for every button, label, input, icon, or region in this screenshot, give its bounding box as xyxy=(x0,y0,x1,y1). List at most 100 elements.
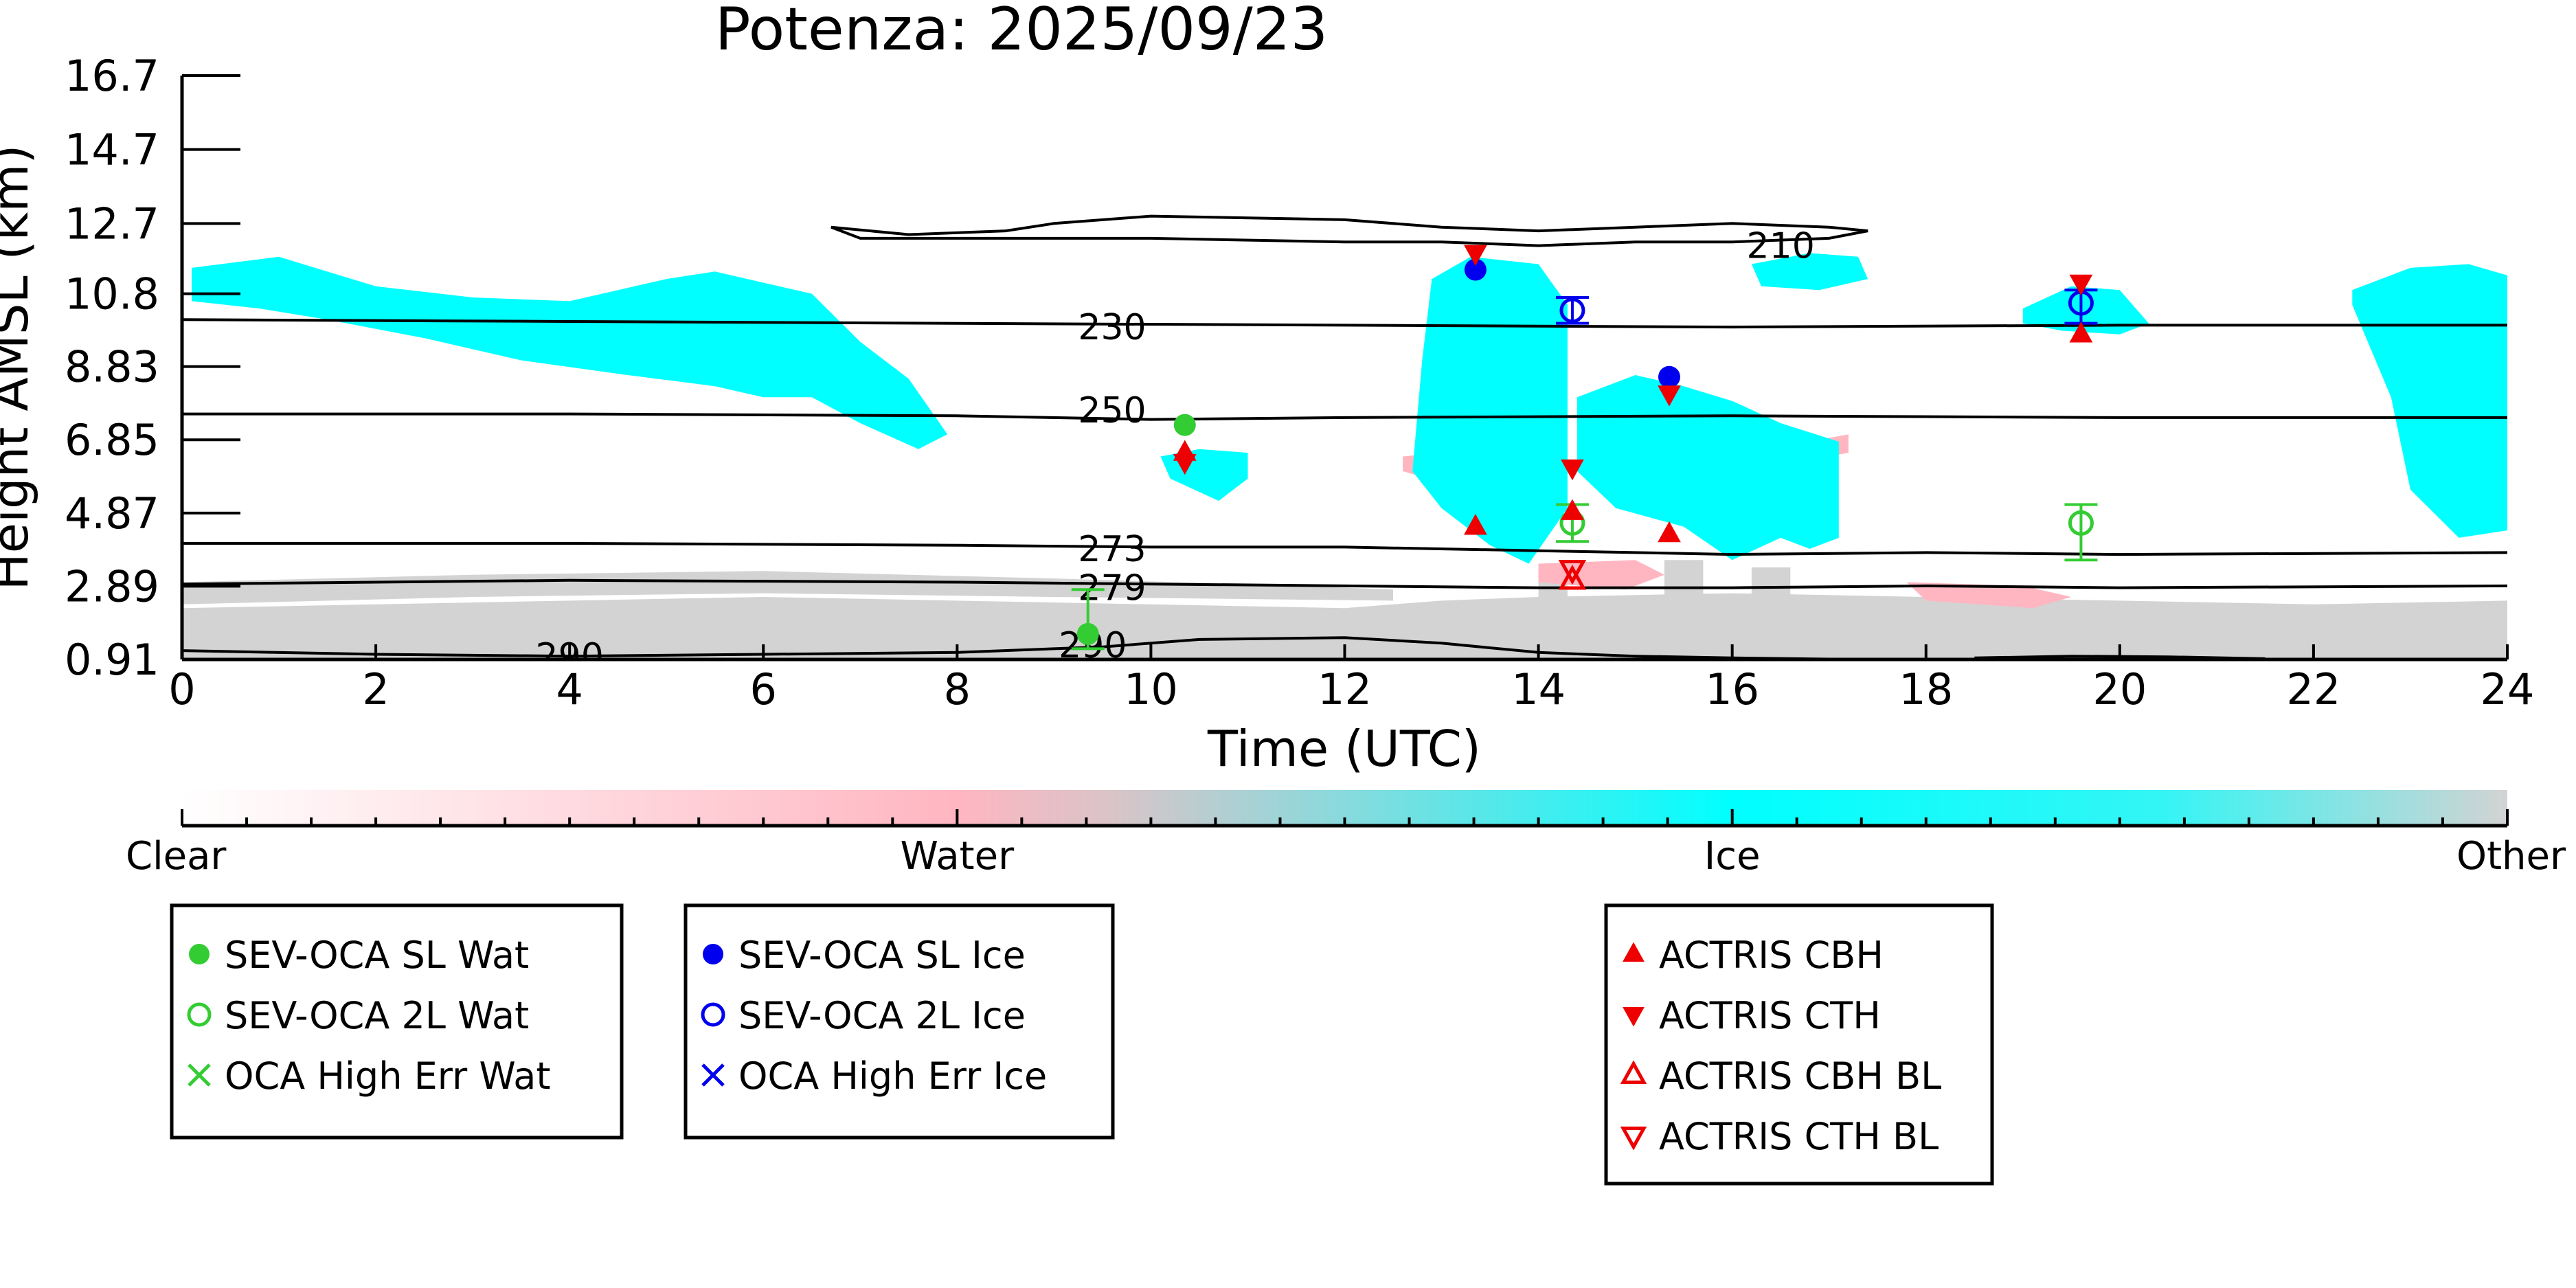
contour-label-1: 230 xyxy=(1078,307,1146,348)
x-tick-label: 6 xyxy=(750,664,777,714)
legend-marker-0 xyxy=(189,944,210,964)
class-colorbar: Clear Water Ice Other xyxy=(126,790,2566,879)
chart-title: Potenza: 2025/09/23 xyxy=(715,0,1328,64)
contour-line-1 xyxy=(182,318,2507,329)
x-tick-label: 2 xyxy=(362,664,389,714)
y-tick-label: 14.7 xyxy=(65,125,159,175)
x-axis-label: Time (UTC) xyxy=(1207,720,1481,778)
data-point-6-4 xyxy=(2069,321,2093,343)
x-tick-label: 0 xyxy=(168,664,195,714)
x-tick-label: 10 xyxy=(1124,664,1178,714)
data-point-4-0 xyxy=(1559,297,1585,324)
water-region-2 xyxy=(1906,582,2072,609)
colorbar-ticks xyxy=(181,809,2509,826)
y-axis-label: Height AMSL (km) xyxy=(0,145,39,591)
legend-marker-8 xyxy=(1620,1060,1647,1084)
contour-line-4 xyxy=(182,578,2507,589)
contour-line-0 xyxy=(831,214,1868,247)
ice-region-3 xyxy=(1751,253,1868,291)
data-point-8-0 xyxy=(1558,565,1587,590)
legend-frame xyxy=(1604,903,1994,1186)
axes: 0 2 4 6 8 10 12 14 16 18 20 22 24 0.912.894.876.858.… xyxy=(65,51,2535,714)
cloud-top-markers xyxy=(1071,245,2098,651)
other-class-regions xyxy=(182,560,2507,659)
legend-box-1: SEV-OCA SL Ice SEV-OCA 2L Ice OCA High Err… xyxy=(683,903,1115,1140)
data-point-0-1 xyxy=(1076,622,1099,645)
legend-label-4: SEV-OCA 2L Ice xyxy=(738,994,1026,1037)
water-region-1 xyxy=(1538,560,1664,590)
data-point-7-3 xyxy=(1658,385,1681,407)
x-tick-label: 24 xyxy=(2481,664,2535,714)
legend-label-5: OCA High Err Ice xyxy=(738,1054,1047,1098)
y-tick-label: 10.8 xyxy=(65,269,159,319)
data-point-7-0 xyxy=(1173,453,1197,475)
legend-frame xyxy=(683,903,1115,1140)
legends: SEV-OCA SL Wat SEV-OCA 2L Wat OCA High Err… xyxy=(170,903,1994,1186)
ice-region-4 xyxy=(2022,286,2149,335)
x-tick-label: 4 xyxy=(556,664,583,714)
y-tick-label: 6.85 xyxy=(65,415,159,465)
data-point-6-2 xyxy=(1561,499,1584,520)
y-ticks: 0.91 2.89 4.87 6.85 8.83 10.8 12.7 14.7 16.7 xyxy=(65,51,240,685)
error-bar xyxy=(1555,295,1589,325)
ice-region-2 xyxy=(1577,375,1839,561)
ice-region-6 xyxy=(1160,449,1248,501)
legend-box-0: SEV-OCA SL Wat SEV-OCA 2L Wat OCA High Err… xyxy=(170,903,624,1140)
colorbar-label-water: Water xyxy=(901,834,1015,879)
legend-label-2: OCA High Err Wat xyxy=(225,1054,551,1098)
data-point-6-1 xyxy=(1464,514,1487,535)
x-tick-label: 18 xyxy=(1899,664,1953,714)
x-ticks: 0 2 4 6 8 10 12 14 16 18 20 22 24 xyxy=(168,644,2534,714)
legend-marker-3 xyxy=(703,944,723,964)
data-point-9-0 xyxy=(1558,559,1587,585)
y-tick-label: 12.7 xyxy=(65,199,159,249)
data-point-0-0 xyxy=(1173,414,1196,436)
x-tick-label: 22 xyxy=(2286,664,2340,714)
ice-region-1 xyxy=(1412,256,1568,564)
legend-frame xyxy=(170,903,624,1140)
contour-label-0: 210 xyxy=(1747,226,1815,267)
data-point-7-2 xyxy=(1561,459,1584,481)
data-point-6-3 xyxy=(1658,521,1681,543)
colorbar-labels: Clear Water Ice Other xyxy=(126,834,2566,879)
ice-region-0 xyxy=(192,256,948,449)
y-tick-label: 2.89 xyxy=(65,561,159,611)
other-region-4 xyxy=(1751,567,1791,601)
legend-label-6: ACTRIS CBH xyxy=(1659,934,1884,977)
legend-marker-6 xyxy=(1623,942,1645,962)
colorbar-label-clear: Clear xyxy=(126,834,227,879)
y-tick-label: 8.83 xyxy=(65,342,159,392)
legend-marker-5 xyxy=(701,1063,725,1087)
legend-marker-4 xyxy=(701,1002,725,1027)
legend-marker-9 xyxy=(1620,1127,1647,1151)
data-point-7-4 xyxy=(2069,274,2093,296)
other-region-1 xyxy=(182,571,1393,605)
y-tick-label: 4.87 xyxy=(65,488,159,539)
data-point-1-1 xyxy=(2068,510,2094,536)
legend-marker-1 xyxy=(187,1002,212,1027)
error-bar xyxy=(2064,503,2098,562)
legend-label-7: ACTRIS CTH xyxy=(1659,994,1881,1037)
other-region-0 xyxy=(182,593,2507,659)
x-tick-label: 20 xyxy=(2092,664,2147,714)
legend-box-2: ACTRIS CBH ACTRIS CTH ACTRIS CBH BL ACTRIS … xyxy=(1604,903,1994,1186)
other-region-3 xyxy=(1664,560,1704,601)
legend-label-0: SEV-OCA SL Wat xyxy=(225,934,529,977)
x-tick-label: 8 xyxy=(944,664,971,714)
ice-region-5 xyxy=(2352,264,2507,538)
x-tick-label: 12 xyxy=(1318,664,1372,714)
x-tick-label: 14 xyxy=(1511,664,1566,714)
legend-marker-2 xyxy=(188,1063,211,1087)
y-tick-label: 0.91 xyxy=(65,635,159,685)
ice-class-regions xyxy=(192,253,2507,564)
contour-line-2 xyxy=(182,412,2507,421)
x-tick-label: 16 xyxy=(1705,664,1759,714)
data-point-3-0 xyxy=(1464,258,1487,281)
contour-label-3: 273 xyxy=(1078,529,1146,570)
contour-line-3 xyxy=(182,542,2507,556)
legend-label-1: SEV-OCA 2L Wat xyxy=(225,994,529,1037)
legend-label-9: ACTRIS CTH BL xyxy=(1659,1115,1939,1158)
data-point-3-1 xyxy=(1658,365,1680,388)
